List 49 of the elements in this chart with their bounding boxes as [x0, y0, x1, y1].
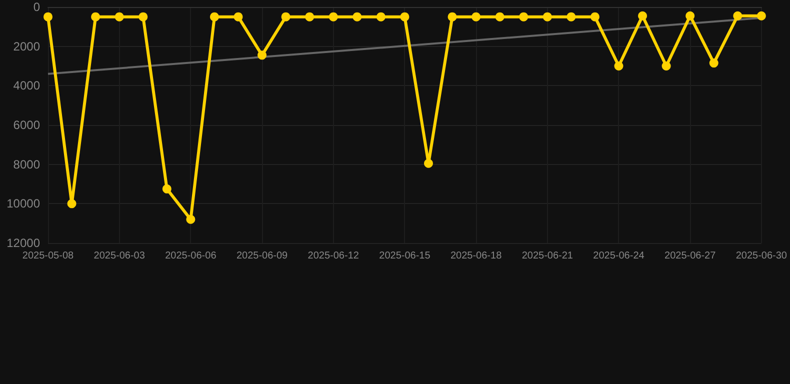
x-tick-label: 2025-06-18	[450, 250, 502, 262]
point	[67, 199, 76, 208]
y-tick-label: 4000	[13, 78, 40, 93]
point	[590, 12, 600, 22]
x-tick-label: 2025-06-30	[736, 250, 788, 262]
point	[376, 12, 386, 22]
x-tick-label: 2025-06-03	[94, 250, 146, 262]
x-tick-label: 2025-06-12	[308, 250, 360, 262]
point	[400, 12, 410, 22]
x-tick-label: 2025-05-08	[22, 250, 74, 262]
point	[472, 12, 481, 22]
point	[234, 12, 243, 22]
point	[138, 12, 148, 22]
y-tick-label: 2000	[13, 39, 40, 54]
point	[709, 58, 718, 68]
x-tick-label: 2025-06-15	[379, 250, 431, 262]
point	[258, 50, 267, 60]
point	[638, 11, 648, 20]
y-tick-label: 10000	[6, 196, 40, 211]
y-tick-label: 6000	[13, 118, 40, 132]
x-tick-label: 2025-06-27	[664, 250, 716, 262]
point	[662, 62, 671, 70]
point	[162, 184, 172, 194]
point	[542, 12, 552, 22]
point	[91, 12, 100, 22]
point	[756, 11, 766, 20]
point	[733, 11, 742, 20]
point	[210, 12, 219, 22]
point	[186, 214, 196, 224]
point	[448, 12, 457, 22]
point	[495, 12, 504, 22]
point	[424, 158, 433, 168]
point	[519, 12, 528, 22]
x-tick-label: 2025-06-21	[522, 250, 574, 262]
point	[44, 12, 52, 22]
point	[566, 12, 576, 22]
point	[686, 11, 695, 20]
point	[352, 12, 362, 22]
point	[114, 12, 124, 22]
point	[305, 12, 314, 22]
y-tick-label: 0	[33, 0, 40, 14]
y-tick-label: 8000	[13, 157, 40, 172]
point	[328, 12, 338, 22]
x-tick-label: 2025-06-09	[236, 250, 288, 262]
x-tick-label: 2025-06-24	[593, 250, 645, 262]
point	[281, 12, 290, 22]
x-tick-label: 2025-06-06	[165, 250, 217, 262]
point	[614, 62, 624, 70]
y-tick-label: 12000	[6, 236, 40, 250]
